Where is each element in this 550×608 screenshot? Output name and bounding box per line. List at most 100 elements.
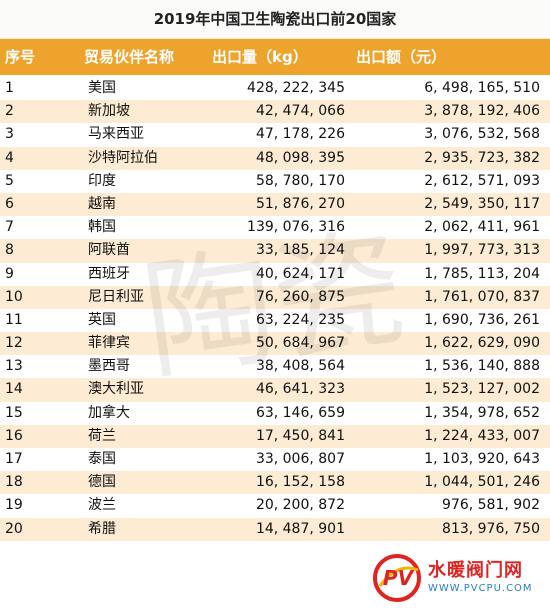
cell-index: 10	[5, 288, 23, 305]
cell-partner: 阿联酋	[88, 242, 130, 259]
cell-index: 18	[5, 474, 23, 491]
table-row: 9 西班牙 40, 624, 171 1, 785, 113, 204	[0, 263, 550, 286]
cell-index: 16	[5, 427, 23, 444]
cell-partner: 加拿大	[88, 404, 130, 421]
cell-amount: 2, 935, 723, 382	[424, 149, 540, 166]
cell-quantity: 48, 098, 395	[255, 149, 345, 166]
cell-amount: 6, 498, 165, 510	[424, 80, 540, 96]
cell-partner: 尼日利亚	[88, 288, 144, 305]
cell-index: 11	[5, 311, 23, 328]
cell-quantity: 47, 178, 226	[255, 126, 345, 143]
cell-index: 8	[5, 242, 14, 259]
logo-name: 水暖阀门网	[428, 560, 523, 581]
cell-partner: 韩国	[88, 219, 116, 236]
table-row: 14 澳大利亚 46, 641, 323 1, 523, 127, 002	[0, 378, 550, 402]
cell-partner: 美国	[88, 80, 116, 96]
cell-amount: 1, 761, 070, 837	[424, 288, 540, 305]
cell-partner: 新加坡	[88, 103, 130, 120]
cell-quantity: 76, 260, 875	[255, 288, 345, 305]
cell-index: 2	[5, 103, 14, 120]
cell-quantity: 16, 152, 158	[255, 474, 345, 491]
table-row: 17 泰国 33, 006, 807 1, 103, 920, 643	[0, 448, 550, 471]
cell-quantity: 51, 876, 270	[255, 195, 345, 212]
cell-amount: 2, 062, 411, 961	[424, 219, 540, 236]
cell-quantity: 17, 450, 841	[255, 427, 345, 444]
cell-quantity: 42, 474, 066	[255, 103, 345, 120]
cell-partner: 英国	[88, 311, 116, 328]
cell-quantity: 38, 408, 564	[255, 358, 345, 375]
cell-amount: 1, 224, 433, 007	[424, 427, 540, 444]
cell-partner: 希腊	[88, 520, 116, 537]
cell-index: 6	[5, 195, 14, 212]
table-row: 12 菲律宾 50, 684, 967 1, 622, 629, 090	[0, 332, 550, 356]
cell-amount: 1, 997, 773, 313	[424, 242, 540, 259]
cell-index: 3	[5, 126, 14, 143]
cell-amount: 2, 612, 571, 093	[424, 172, 540, 189]
cell-quantity: 20, 200, 872	[255, 497, 345, 514]
cell-partner: 沙特阿拉伯	[88, 149, 158, 166]
table-row: 13 墨西哥 38, 408, 564 1, 536, 140, 888	[0, 355, 550, 378]
table-row: 1 美国 428, 222, 345 6, 498, 165, 510	[0, 77, 550, 100]
table-row: 19 波兰 20, 200, 872 976, 581, 902	[0, 494, 550, 517]
table-row: 16 荷兰 17, 450, 841 1, 224, 433, 007	[0, 424, 550, 448]
cell-amount: 813, 976, 750	[442, 520, 540, 537]
table-row: 10 尼日利亚 76, 260, 875 1, 761, 070, 837	[0, 285, 550, 309]
cell-amount: 1, 785, 113, 204	[424, 265, 540, 282]
cell-amount: 1, 103, 920, 643	[424, 451, 540, 467]
cell-quantity: 46, 641, 323	[255, 381, 345, 398]
cell-quantity: 63, 224, 235	[255, 311, 345, 328]
cell-amount: 1, 622, 629, 090	[424, 335, 540, 352]
cell-index: 20	[5, 520, 23, 537]
cell-quantity: 50, 684, 967	[255, 335, 345, 352]
cell-partner: 波兰	[88, 497, 116, 514]
cell-index: 19	[5, 497, 23, 514]
cell-quantity: 428, 222, 345	[247, 80, 345, 96]
cell-amount: 2, 549, 350, 117	[424, 195, 540, 212]
cell-amount: 976, 581, 902	[442, 497, 540, 514]
cell-quantity: 14, 487, 901	[255, 520, 345, 537]
cell-index: 1	[5, 80, 14, 96]
header-index: 序号	[5, 48, 36, 66]
table-row: 11 英国 63, 224, 235 1, 690, 736, 261	[0, 309, 550, 332]
cell-index: 17	[5, 451, 23, 467]
cell-partner: 菲律宾	[88, 335, 130, 352]
header-partner: 贸易伙伴名称	[84, 48, 175, 66]
cell-quantity: 63, 146, 659	[255, 404, 345, 421]
cell-partner: 墨西哥	[88, 358, 130, 375]
cell-quantity: 58, 780, 170	[255, 172, 345, 189]
header-amount: 出口额（元）	[356, 48, 447, 66]
cell-index: 5	[5, 172, 14, 189]
table-row: 18 德国 16, 152, 158 1, 044, 501, 246	[0, 471, 550, 495]
table-row: 4 沙特阿拉伯 48, 098, 395 2, 935, 723, 382	[0, 146, 550, 170]
cell-partner: 印度	[88, 172, 116, 189]
cell-index: 13	[5, 358, 23, 375]
cell-amount: 3, 076, 532, 568	[424, 126, 540, 143]
table-row: 3 马来西亚 47, 178, 226 3, 076, 532, 568	[0, 123, 550, 146]
cell-index: 4	[5, 149, 14, 166]
cell-quantity: 40, 624, 171	[255, 265, 345, 282]
cell-amount: 1, 523, 127, 002	[424, 381, 540, 398]
logo-url: WWW.PVCPU.COM	[428, 583, 533, 594]
cell-quantity: 139, 076, 316	[247, 219, 345, 236]
table-row: 6 越南 51, 876, 270 2, 549, 350, 117	[0, 192, 550, 217]
cell-amount: 3, 878, 192, 406	[424, 103, 540, 120]
cell-index: 14	[5, 381, 23, 398]
cell-index: 9	[5, 265, 14, 282]
table-title: 2019年中国卫生陶瓷出口前20国家	[0, 0, 550, 39]
site-logo: PV 水暖阀门网 WWW.PVCPU.COM	[370, 552, 546, 604]
cell-index: 7	[5, 219, 14, 236]
cell-partner: 荷兰	[88, 427, 116, 444]
cell-index: 15	[5, 404, 23, 421]
cell-amount: 1, 354, 978, 652	[424, 404, 540, 421]
table-row: 15 加拿大 63, 146, 659 1, 354, 978, 652	[0, 402, 550, 425]
cell-partner: 澳大利亚	[88, 381, 144, 398]
cell-partner: 马来西亚	[88, 126, 144, 143]
table-row: 7 韩国 139, 076, 316 2, 062, 411, 961	[0, 216, 550, 239]
cell-quantity: 33, 185, 124	[255, 242, 345, 259]
header-quantity: 出口量（kg）	[212, 48, 308, 66]
cell-partner: 西班牙	[88, 265, 130, 282]
cell-amount: 1, 536, 140, 888	[424, 358, 540, 375]
table-row: 8 阿联酋 33, 185, 124 1, 997, 773, 313	[0, 239, 550, 263]
cell-amount: 1, 690, 736, 261	[424, 311, 540, 328]
